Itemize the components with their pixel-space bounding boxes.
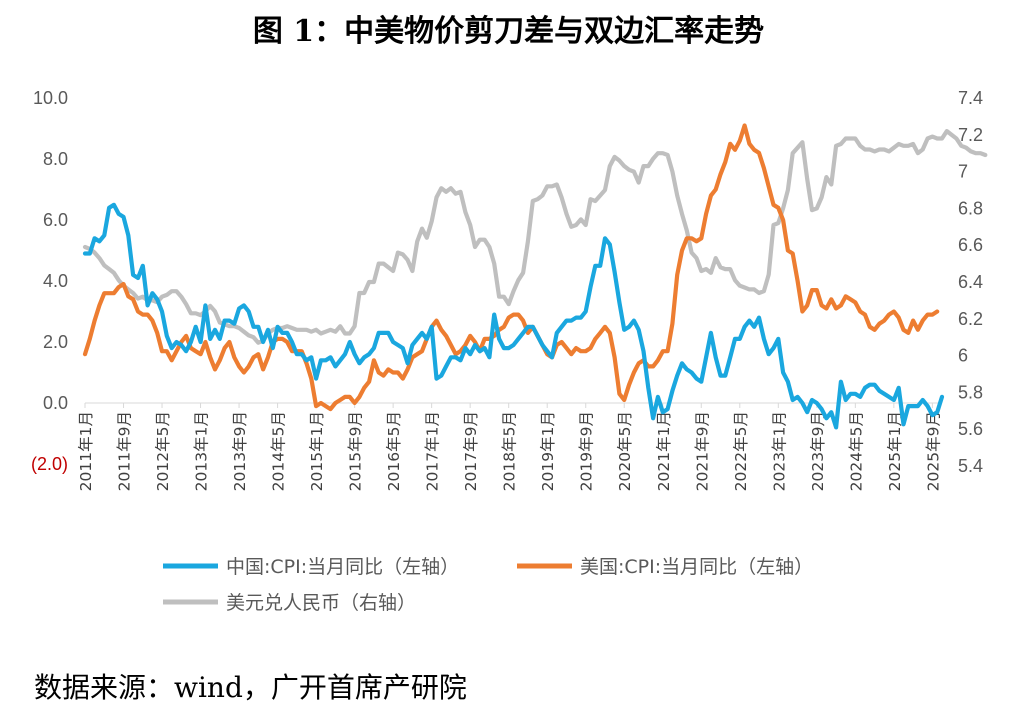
x-tick-label: 2019年1月: [539, 411, 557, 491]
x-tick-label: 2022年5月: [732, 411, 750, 491]
x-tick-label: 2013年1月: [193, 411, 211, 491]
x-tick-label: 2025年9月: [924, 411, 942, 491]
x-tick-label: 2015年9月: [347, 411, 365, 491]
x-tick-label: 2018年5月: [501, 411, 519, 491]
x-tick-label: 2020年5月: [616, 411, 634, 491]
left-tick-label: 10.0: [33, 88, 68, 108]
us-cpi-line: [82, 123, 940, 412]
left-tick-label: 8.0: [43, 149, 68, 169]
right-tick-label: 5.6: [958, 419, 983, 439]
left-axis: 10.0 8.0 6.0 4.0 2.0 0.0 (2.0): [31, 88, 68, 474]
x-tick-label: 2021年9月: [693, 411, 711, 491]
legend-label-usdcny: 美元兑人民币（右轴）: [226, 592, 416, 614]
right-tick-label: 7.2: [958, 125, 983, 145]
right-tick-label: 6.6: [958, 235, 983, 255]
x-tick-label: 2019年9月: [578, 411, 596, 491]
x-tick-label: 2021年1月: [655, 411, 673, 491]
x-tick-label: 2014年5月: [270, 411, 288, 491]
x-tick-label: 2017年1月: [424, 411, 442, 491]
x-tick-label: 2016年5月: [385, 411, 403, 491]
right-tick-label: 6.8: [958, 198, 983, 218]
left-tick-label: 0.0: [43, 393, 68, 413]
legend-label-china-cpi: 中国:CPI:当月同比（左轴）: [226, 556, 459, 578]
left-tick-label: 4.0: [43, 271, 68, 291]
x-tick-label: 2023年1月: [770, 411, 788, 491]
china-cpi-line: [82, 202, 945, 430]
series-lines: [82, 123, 988, 430]
chart-title: 图 1：中美物价剪刀差与双边汇率走势: [252, 14, 765, 49]
right-tick-label: 6: [958, 346, 968, 366]
right-tick-label: 6.2: [958, 309, 983, 329]
left-tick-label: 2.0: [43, 332, 68, 352]
right-tick-label: 7: [958, 162, 968, 182]
x-tick-label: 2011年1月: [77, 411, 95, 491]
x-tick-label: 2024年5月: [847, 411, 865, 491]
left-tick-label: (2.0): [31, 454, 68, 474]
x-tick-label: 2017年9月: [462, 411, 480, 491]
x-axis: 2011年1月 2011年9月 2012年5月 2013年1月 2013年9月 2014年…: [77, 403, 942, 491]
legend-label-us-cpi: 美国:CPI:当月同比（左轴）: [580, 556, 813, 578]
right-tick-label: 6.4: [958, 272, 983, 292]
legend: 中国:CPI:当月同比（左轴） 美国:CPI:当月同比（左轴） 美元兑人民币（右…: [163, 556, 813, 614]
source-note: 数据来源：wind，广开首席产研院: [34, 671, 467, 704]
x-tick-label: 2025年1月: [886, 411, 904, 491]
left-tick-label: 6.0: [43, 210, 68, 230]
x-tick-label: 2013年9月: [231, 411, 249, 491]
x-tick-label: 2015年1月: [308, 411, 326, 491]
x-tick-label: 2011年9月: [116, 411, 134, 491]
x-tick-label: 2023年9月: [809, 411, 827, 491]
usdcny-line: [82, 129, 988, 345]
right-tick-label: 5.8: [958, 382, 983, 402]
right-tick-label: 5.4: [958, 456, 983, 476]
right-axis: 7.4 7.2 7 6.8 6.6 6.4 6.2 6 5.8 5.6 5.4: [958, 88, 983, 476]
x-tick-label: 2012年5月: [154, 411, 172, 491]
right-tick-label: 7.4: [958, 88, 983, 108]
